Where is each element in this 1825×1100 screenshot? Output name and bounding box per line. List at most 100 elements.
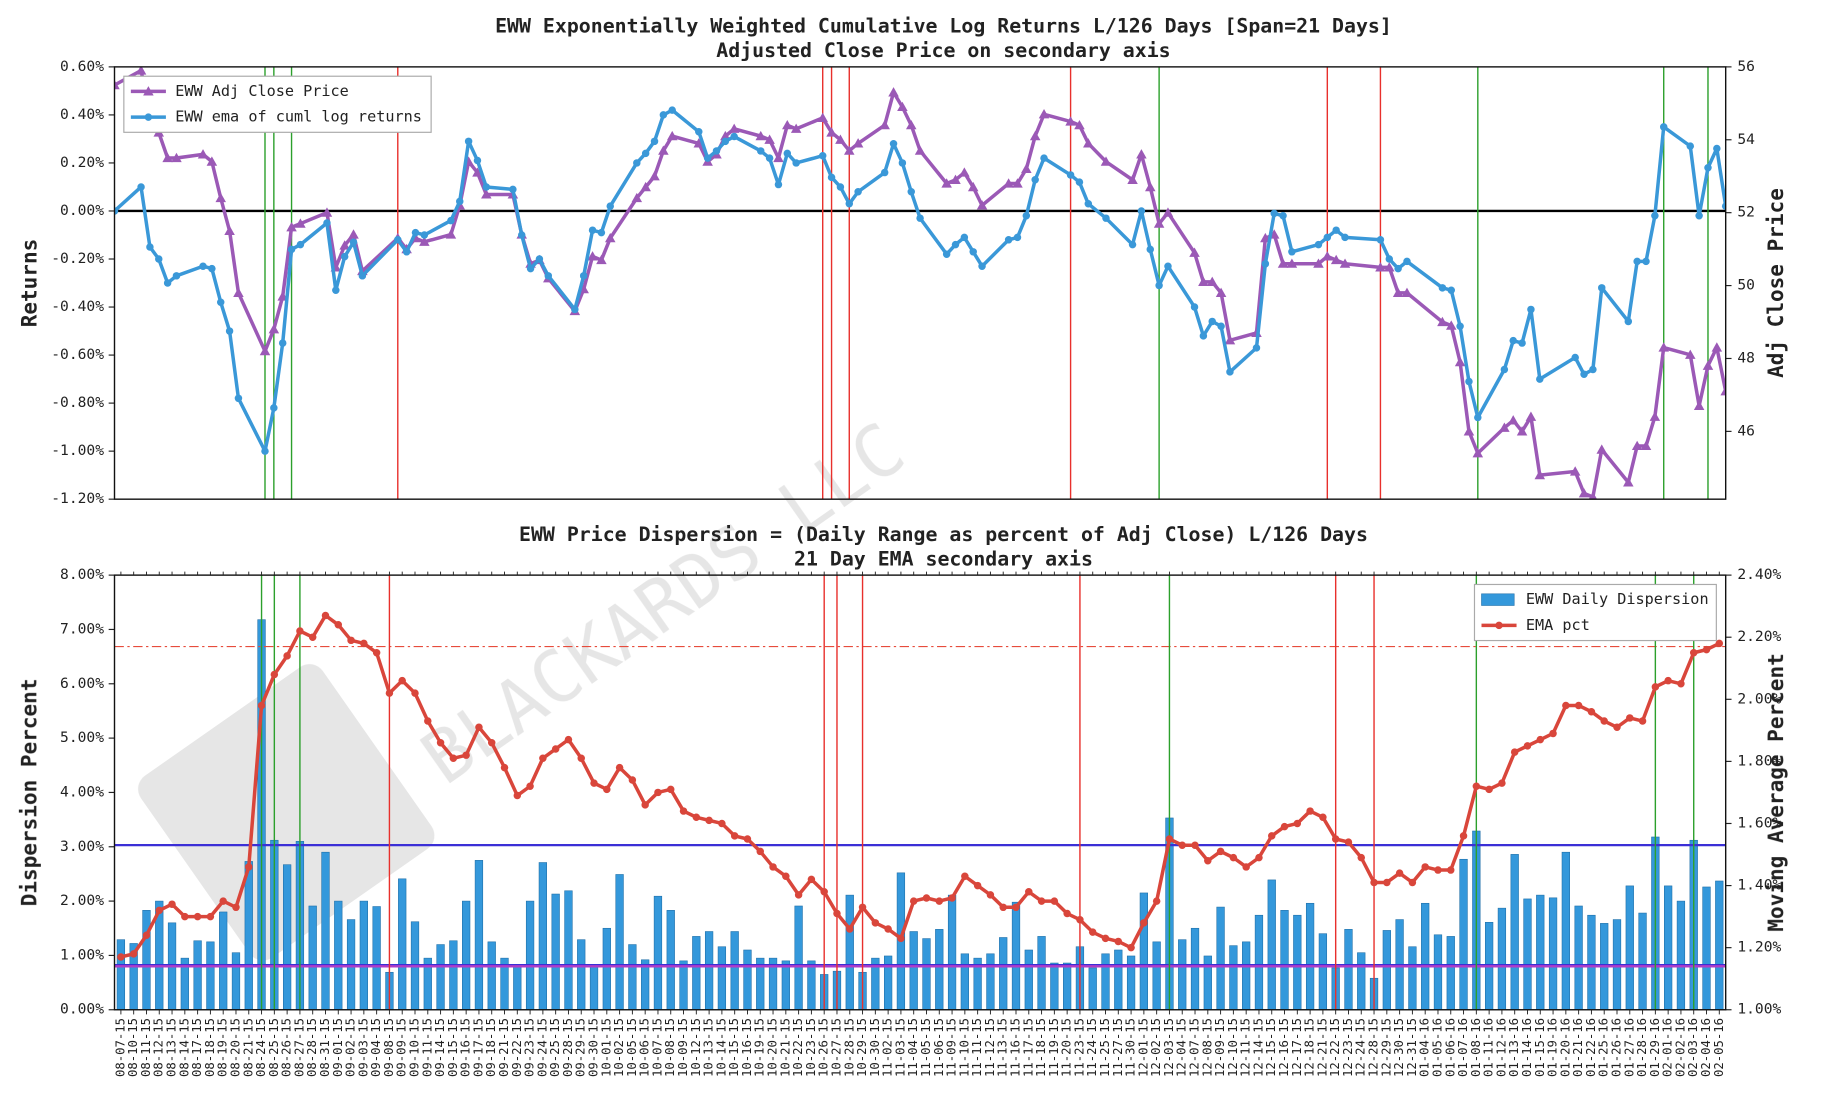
point-marker (539, 754, 547, 763)
point-marker (1459, 832, 1468, 840)
point-marker (162, 152, 173, 163)
bar (1638, 912, 1647, 1010)
point-marker (1711, 342, 1723, 352)
point-marker (1677, 680, 1685, 688)
x-tick-label: 01-27-16 (1622, 1018, 1636, 1077)
point-marker (544, 272, 553, 280)
legend: EWW Daily Dispersion EMA pct (1473, 583, 1717, 642)
x-tick-label: 12-10-15 (1226, 1018, 1240, 1077)
x-tick-label: 01-07-16 (1456, 1018, 1470, 1077)
x-tick-label: 11-17-15 (1021, 1018, 1035, 1077)
point-marker (449, 754, 458, 763)
point-marker (756, 847, 764, 856)
point-marker (1689, 648, 1698, 657)
point-marker (1549, 729, 1557, 738)
point-marker (836, 183, 845, 191)
point-marker (879, 119, 890, 130)
x-tick-label: 12-03-15 (1162, 1018, 1176, 1077)
bar (308, 905, 317, 1010)
bar (883, 955, 893, 1010)
point-marker (199, 262, 207, 270)
bar (730, 931, 739, 1010)
point-marker (283, 652, 291, 660)
point-marker (1499, 422, 1510, 432)
point-marker (1136, 149, 1147, 159)
x-tick-label: 10-09-15 (676, 1018, 690, 1077)
point-marker (1293, 819, 1302, 828)
x-tick-label: 12-09-15 (1213, 1018, 1227, 1077)
point-marker (827, 173, 836, 182)
bar (1382, 930, 1391, 1010)
bar (1037, 936, 1046, 1010)
point-marker (1357, 853, 1365, 862)
point-marker (579, 272, 588, 280)
point-marker (833, 909, 841, 918)
y-tick-label: -0.20% (51, 250, 104, 267)
x-tick-label: 11-11-15 (970, 1018, 984, 1077)
point-marker (481, 189, 492, 199)
x-tick-label: 09-01-15 (331, 1018, 345, 1077)
point-marker (513, 791, 522, 800)
point-marker (1088, 928, 1097, 936)
point-marker (854, 188, 862, 196)
y2-tick-label: 50 (1737, 277, 1755, 294)
y2-tick-label: 1.60% (1737, 814, 1781, 831)
x-tick-label: 01-11-16 (1482, 1018, 1496, 1077)
x-tick-label: 08-12-15 (152, 1018, 166, 1077)
point-marker (782, 119, 793, 130)
point-marker (1127, 174, 1138, 184)
point-marker (774, 180, 783, 189)
x-tick-label: 09-24-15 (535, 1018, 549, 1077)
point-marker (215, 192, 226, 203)
bar (1178, 939, 1187, 1010)
bar (871, 957, 880, 1010)
y2-tick-label: 2.40% (1737, 566, 1781, 583)
x-tick-label: 01-22-16 (1584, 1018, 1598, 1077)
bar (768, 957, 778, 1010)
y2-tick-label: 46 (1737, 422, 1755, 439)
bar (1254, 914, 1264, 1010)
x-tick-label: 09-09-15 (395, 1018, 409, 1077)
x-tick-label: 12-01-15 (1136, 1018, 1150, 1077)
point-marker (1523, 742, 1532, 750)
x-tick-label: 10-16-15 (740, 1018, 754, 1077)
point-marker (402, 248, 411, 256)
point-marker (526, 782, 534, 790)
point-marker (1153, 218, 1165, 228)
bar (1050, 962, 1059, 1010)
point-marker (1587, 707, 1596, 716)
bar (538, 862, 548, 1010)
x-tick-label: 01-05-16 (1430, 1018, 1444, 1077)
y2-tick-label: 1.80% (1737, 752, 1781, 769)
point-marker (1720, 386, 1726, 396)
watermark-logo (138, 664, 435, 961)
point-marker (1715, 639, 1724, 648)
point-marker (1146, 245, 1155, 254)
point-marker (959, 167, 970, 177)
point-marker (193, 912, 202, 921)
point-marker (1445, 320, 1457, 330)
point-marker (1268, 832, 1276, 840)
x-tick-label: 11-09-15 (945, 1018, 959, 1077)
bar (1280, 910, 1289, 1010)
point-marker (730, 132, 738, 141)
point-marker (1651, 683, 1660, 691)
point-marker (1384, 262, 1395, 272)
point-marker (1277, 258, 1289, 268)
point-marker (500, 763, 509, 772)
point-marker (1229, 853, 1238, 862)
point-marker (1633, 257, 1641, 266)
point-marker (1509, 336, 1517, 345)
point-marker (1401, 287, 1413, 297)
bar (973, 957, 982, 1010)
point-marker (1472, 447, 1484, 458)
point-marker (411, 689, 419, 697)
point-marker (1527, 305, 1535, 314)
bar (756, 957, 765, 1010)
x-tick-label: 01-28-16 (1635, 1018, 1649, 1077)
point-marker (986, 891, 995, 899)
point-marker (1003, 178, 1014, 188)
point-marker (1598, 284, 1606, 292)
point-marker (456, 197, 464, 206)
point-marker (287, 245, 296, 254)
